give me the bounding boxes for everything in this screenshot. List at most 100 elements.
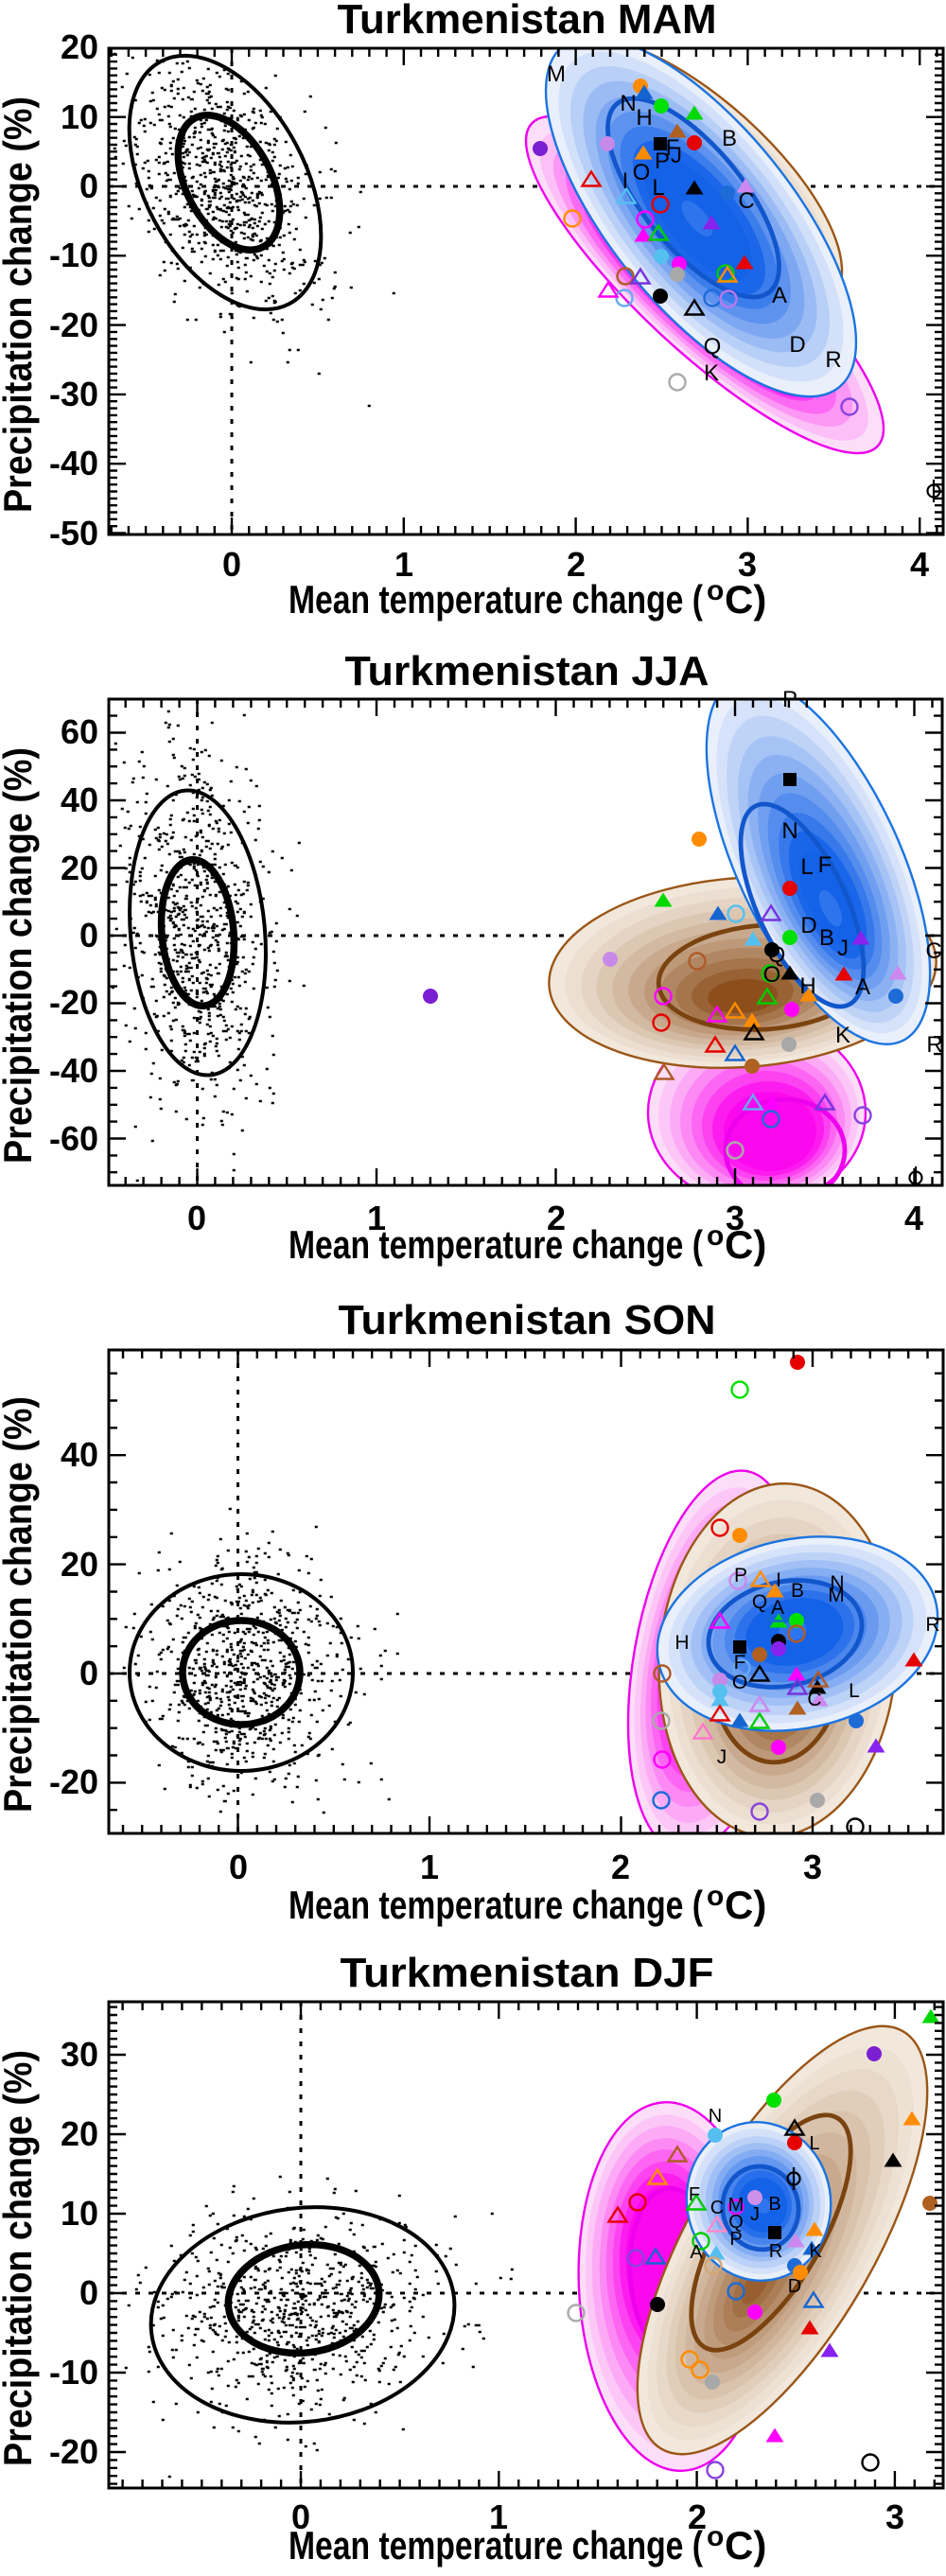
svg-text:C): C) — [725, 2523, 766, 2567]
svg-text:3: 3 — [885, 2497, 904, 2536]
svg-text:-40: -40 — [49, 1051, 98, 1090]
svg-text:1: 1 — [420, 1848, 439, 1886]
svg-text:20: 20 — [61, 2114, 98, 2153]
svg-text:C: C — [738, 188, 754, 214]
svg-text:Mean temperature change (: Mean temperature change ( — [289, 2523, 703, 2567]
svg-text:2: 2 — [547, 1199, 566, 1237]
svg-text:P: P — [729, 2229, 742, 2250]
svg-text:40: 40 — [61, 780, 98, 819]
svg-text:Turkmenistan MAM: Turkmenistan MAM — [338, 0, 717, 43]
svg-text:3: 3 — [726, 1199, 745, 1237]
svg-text:20: 20 — [61, 849, 98, 887]
svg-text:C: C — [925, 938, 941, 964]
svg-text:-50: -50 — [49, 514, 98, 552]
svg-text:Precipitation change (%): Precipitation change (%) — [0, 1396, 40, 1813]
svg-text:P: P — [734, 1565, 747, 1586]
svg-text:o: o — [707, 1220, 724, 1252]
svg-text:H: H — [799, 973, 815, 999]
svg-text:C): C) — [725, 1222, 766, 1267]
svg-text:L: L — [652, 175, 664, 201]
svg-text:R: R — [926, 1032, 942, 1058]
svg-text:-20: -20 — [49, 1762, 98, 1801]
svg-text:Turkmenistan JJA: Turkmenistan JJA — [345, 648, 710, 694]
svg-text:-10: -10 — [49, 2353, 98, 2392]
svg-text:O: O — [633, 160, 651, 185]
svg-text:20: 20 — [61, 1545, 98, 1584]
svg-text:C: C — [807, 1689, 821, 1710]
svg-text:2: 2 — [611, 1848, 630, 1886]
svg-text:3: 3 — [738, 545, 757, 584]
svg-text:-30: -30 — [49, 375, 98, 413]
svg-text:Precipitation change (%): Precipitation change (%) — [0, 2050, 40, 2466]
svg-text:10: 10 — [61, 97, 98, 136]
svg-text:O: O — [763, 962, 781, 988]
svg-text:J: J — [750, 2204, 760, 2225]
svg-text:4: 4 — [904, 1199, 923, 1237]
svg-text:Mean temperature change (: Mean temperature change ( — [289, 1222, 703, 1267]
svg-text:L: L — [800, 854, 813, 880]
svg-text:-60: -60 — [49, 1119, 98, 1158]
svg-text:F: F — [689, 2184, 700, 2205]
svg-text:O: O — [732, 1672, 747, 1693]
svg-text:2: 2 — [688, 2497, 707, 2536]
svg-text:20: 20 — [61, 27, 98, 66]
svg-text:Q: Q — [752, 1591, 767, 1613]
svg-text:0: 0 — [187, 1199, 206, 1237]
svg-text:Turkmenistan SON: Turkmenistan SON — [339, 1297, 716, 1343]
svg-text:2: 2 — [567, 545, 586, 584]
svg-text:N: N — [830, 1572, 844, 1594]
svg-text:I: I — [622, 168, 629, 194]
svg-text:B: B — [768, 2194, 780, 2215]
svg-text:B: B — [722, 126, 737, 151]
svg-text:0: 0 — [229, 1848, 248, 1886]
svg-text:-20: -20 — [49, 983, 98, 1022]
svg-text:K: K — [704, 360, 719, 386]
svg-text:B: B — [791, 1580, 804, 1602]
svg-text:D: D — [800, 913, 816, 938]
svg-text:0: 0 — [222, 545, 241, 584]
svg-text:D: D — [788, 2276, 801, 2297]
svg-text:10: 10 — [61, 2194, 98, 2233]
svg-text:Turkmenistan DJF: Turkmenistan DJF — [341, 1950, 714, 1996]
svg-text:-10: -10 — [49, 236, 98, 274]
svg-text:P: P — [655, 149, 670, 174]
svg-text:o: o — [707, 575, 724, 606]
svg-text:0: 0 — [79, 1654, 98, 1692]
svg-text:M: M — [828, 1585, 845, 1606]
svg-text:A: A — [771, 1597, 784, 1619]
svg-text:C): C) — [725, 1883, 766, 1927]
svg-text:I: I — [776, 1569, 781, 1591]
svg-text:J: J — [671, 143, 682, 168]
svg-text:C): C) — [725, 577, 766, 622]
svg-text:40: 40 — [61, 1435, 98, 1474]
svg-text:K: K — [835, 1023, 850, 1048]
svg-text:F: F — [734, 1652, 746, 1674]
svg-text:1: 1 — [489, 2497, 508, 2536]
svg-text:o: o — [707, 1881, 724, 1912]
svg-text:R: R — [769, 2241, 782, 2262]
svg-text:N: N — [620, 91, 636, 116]
svg-text:A: A — [855, 974, 870, 1000]
svg-text:-20: -20 — [49, 2432, 98, 2471]
svg-text:Mean temperature change (: Mean temperature change ( — [289, 1883, 703, 1927]
svg-text:B: B — [819, 925, 834, 951]
svg-text:L: L — [849, 1680, 860, 1702]
svg-text:0: 0 — [291, 2497, 310, 2536]
svg-text:Q: Q — [704, 334, 722, 359]
svg-text:A: A — [690, 2242, 703, 2263]
svg-text:0: 0 — [79, 166, 98, 205]
svg-text:Mean temperature change (: Mean temperature change ( — [289, 577, 703, 622]
svg-text:A: A — [772, 283, 787, 308]
svg-text:0: 0 — [79, 916, 98, 955]
svg-text:o: o — [707, 2521, 724, 2552]
svg-text:4: 4 — [910, 545, 929, 584]
svg-text:-20: -20 — [49, 306, 98, 344]
svg-text:0: 0 — [79, 2273, 98, 2312]
svg-text:F: F — [818, 852, 832, 878]
svg-text:K: K — [809, 2241, 822, 2262]
svg-text:Precipitation change (%): Precipitation change (%) — [0, 747, 40, 1164]
svg-text:3: 3 — [803, 1848, 822, 1886]
svg-text:60: 60 — [61, 712, 98, 751]
svg-text:N: N — [781, 818, 797, 844]
svg-text:N: N — [709, 2106, 722, 2127]
